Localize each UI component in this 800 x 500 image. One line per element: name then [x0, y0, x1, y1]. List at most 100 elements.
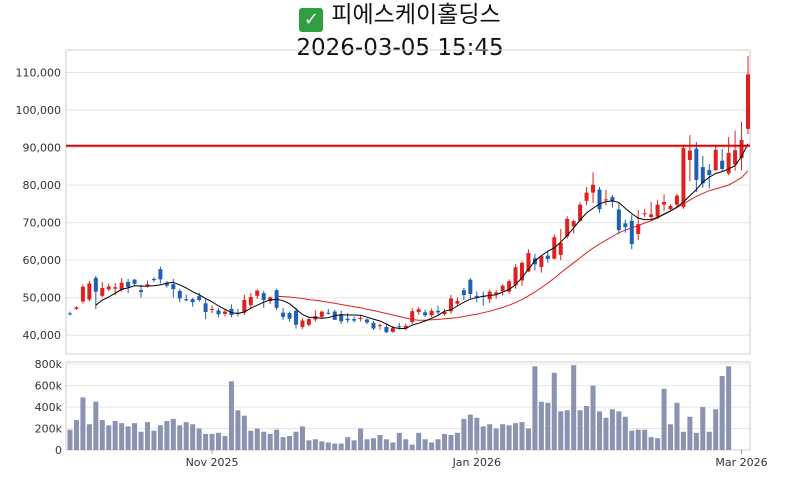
- candle: [293, 307, 299, 329]
- candle-body: [210, 308, 215, 310]
- candle-body: [113, 287, 118, 289]
- chart-title: ✓ 피에스케이홀딩스: [0, 0, 800, 32]
- check-mark-icon: ✓: [299, 8, 324, 32]
- candle-body: [610, 197, 615, 201]
- candle: [707, 164, 712, 189]
- volume-bar: [190, 424, 196, 450]
- candle-body: [132, 279, 137, 284]
- volume-bar: [241, 415, 247, 450]
- short-moving-average-line: [95, 143, 749, 329]
- candle: [352, 316, 357, 323]
- candle: [558, 229, 563, 261]
- price-panel-frame: [65, 49, 751, 355]
- candle: [281, 308, 286, 320]
- volume-bar: [642, 429, 648, 450]
- candle-body: [687, 150, 692, 160]
- candle: [720, 149, 725, 172]
- candle-body: [655, 204, 660, 217]
- volume-bar: [299, 426, 305, 450]
- price-y-tick-label: 110,000: [16, 67, 62, 80]
- candle-body: [642, 213, 647, 215]
- candle-body: [255, 290, 260, 296]
- volume-bar: [622, 416, 628, 450]
- candle: [216, 308, 221, 318]
- candle-body: [139, 290, 144, 293]
- volume-bar: [706, 431, 712, 450]
- candle: [203, 299, 208, 320]
- volume-bar: [480, 426, 486, 450]
- candle-body: [371, 322, 376, 329]
- volume-bar: [448, 434, 454, 450]
- volume-bar: [287, 436, 293, 450]
- candle: [87, 280, 92, 302]
- candle-body: [681, 147, 686, 207]
- candle: [681, 144, 686, 209]
- candle: [139, 284, 144, 298]
- volume-bar: [138, 431, 144, 450]
- candle: [655, 200, 660, 220]
- volume-bar: [519, 422, 525, 450]
- candle-body: [216, 310, 221, 315]
- volume-bar: [351, 440, 357, 450]
- candle: [300, 318, 305, 329]
- candle-body: [591, 184, 596, 193]
- volume-bar: [125, 426, 131, 450]
- candle-body: [190, 299, 195, 303]
- candle-body: [603, 199, 608, 201]
- candle-body: [80, 286, 85, 302]
- volume-bar: [467, 414, 473, 450]
- candle: [358, 315, 363, 322]
- candle-body: [707, 170, 712, 175]
- candle: [526, 249, 531, 273]
- candle: [700, 155, 705, 188]
- candle-body: [571, 221, 576, 227]
- candle: [255, 289, 260, 299]
- volume-bar: [577, 410, 583, 450]
- candle-body: [429, 310, 434, 316]
- candle-body: [268, 297, 273, 302]
- candle: [326, 308, 331, 315]
- volume-bar: [306, 440, 312, 450]
- volume-bars: [67, 365, 732, 450]
- candle-body: [100, 287, 105, 296]
- volume-y-tick-label: 600k: [35, 380, 63, 393]
- volume-y-axis: 0 200k 400k 600k 800k: [35, 358, 63, 457]
- candle: [93, 275, 98, 309]
- volume-bar: [409, 444, 415, 450]
- volume-bar: [500, 424, 506, 450]
- candle: [67, 311, 73, 316]
- candle-body: [442, 311, 447, 315]
- volume-bar: [377, 434, 383, 450]
- volume-bar: [584, 406, 590, 450]
- candle: [745, 56, 751, 135]
- volume-bar: [525, 428, 531, 450]
- candle-body: [616, 209, 621, 231]
- volume-bar: [609, 409, 615, 450]
- candle-body: [461, 290, 466, 296]
- volume-bar: [203, 433, 209, 450]
- volume-bar: [513, 423, 519, 450]
- candle: [629, 214, 634, 250]
- volume-bar: [228, 381, 234, 450]
- candle-body: [222, 311, 227, 314]
- candle: [319, 310, 324, 319]
- candle-body: [248, 296, 253, 306]
- candle: [468, 278, 473, 300]
- price-y-tick-label: 100,000: [16, 104, 62, 117]
- candle-body: [448, 298, 453, 312]
- candle: [74, 306, 79, 311]
- candle: [229, 304, 234, 318]
- volume-bar: [132, 423, 138, 450]
- candle: [436, 305, 441, 315]
- candle-body: [513, 267, 518, 286]
- candle-body: [390, 328, 395, 332]
- volume-bar: [280, 437, 286, 450]
- volume-bar: [441, 433, 448, 450]
- volume-bar: [293, 431, 299, 450]
- volume-bar: [687, 416, 693, 450]
- volume-bar: [358, 428, 364, 450]
- candle-body: [674, 195, 679, 205]
- candle-body: [93, 277, 98, 292]
- candle-body: [106, 286, 111, 290]
- volume-bar: [86, 424, 92, 450]
